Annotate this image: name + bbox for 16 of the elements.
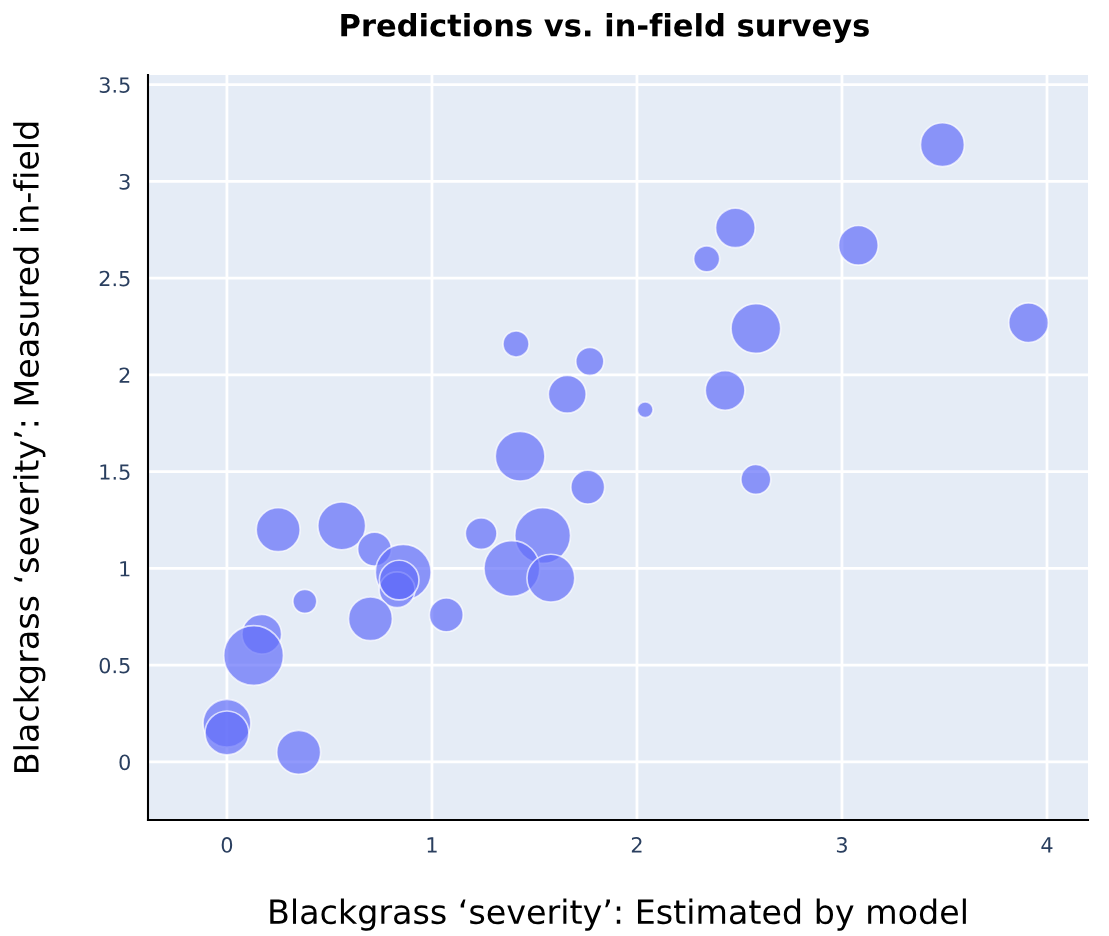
- y-tick-label: 3: [119, 173, 130, 190]
- x-axis-title: Blackgrass ‘severity’: Estimated by model: [270, 898, 966, 931]
- y-tick-label: 2: [119, 367, 130, 383]
- y-axis-title: Blackgrass ‘severity’: Measured in-field: [13, 122, 46, 772]
- x-tick-label: 4: [1041, 837, 1053, 853]
- y-tick-label: 2.5: [99, 270, 130, 287]
- y-tick-label: 0: [119, 754, 130, 771]
- chart-title: Predictions vs. in-field surveys: [341, 13, 869, 43]
- x-tick-label: 0: [221, 837, 233, 853]
- y-tick-label: 3.5: [99, 77, 130, 93]
- y-tick-label: 1.5: [100, 464, 130, 480]
- y-tick-label: 1: [120, 561, 130, 577]
- y-tick-label: 0.5: [99, 657, 130, 674]
- x-tick-label: 1: [427, 837, 437, 853]
- x-tick-label: 3: [836, 837, 847, 853]
- x-tick-label: 2: [631, 837, 642, 853]
